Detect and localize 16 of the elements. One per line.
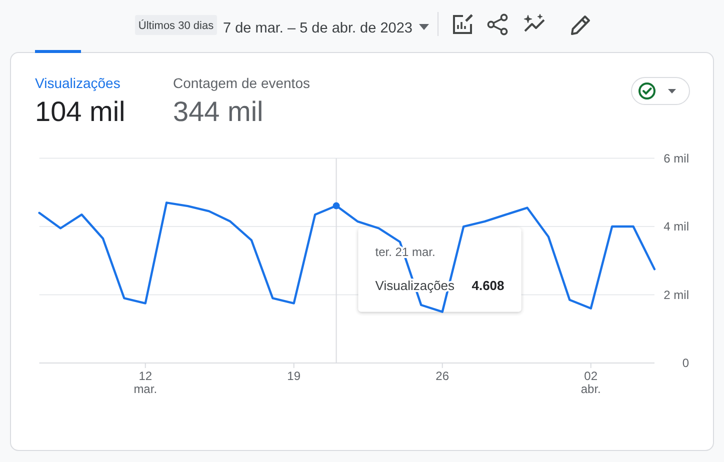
chart-subtitle: Últimos 30 dias xyxy=(138,19,214,32)
chart-title: 7 de mar. – 5 de abr. de 2023 xyxy=(223,20,412,36)
text: Visualizações xyxy=(35,75,120,91)
x-tick-label: 12 mar. xyxy=(134,369,158,396)
text: Contagem de eventos xyxy=(173,75,310,91)
y-tick-label: 0 xyxy=(682,356,690,370)
y-tick-label: 2 mil xyxy=(664,288,689,302)
text: 344 mil xyxy=(173,96,264,127)
y-tick-label: 4 mil xyxy=(664,220,689,234)
annotation: 4.608 xyxy=(472,278,504,293)
y-tick-label: 6 mil xyxy=(664,152,689,166)
line-series xyxy=(38,202,656,313)
x-tick-label: 19 xyxy=(287,369,301,383)
x-tick-label: 26 xyxy=(436,369,450,383)
text: 104 mil xyxy=(35,96,126,127)
x-tick-label: 02 abr. xyxy=(580,369,601,396)
